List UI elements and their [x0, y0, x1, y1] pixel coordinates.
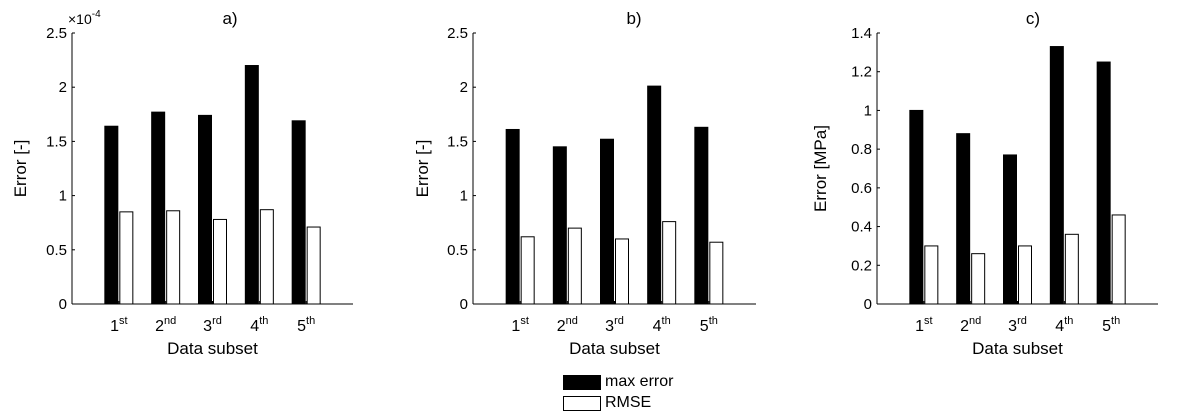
y-tick-label: 0.5 — [447, 242, 468, 259]
x-tick-label: 4th — [1055, 315, 1073, 335]
bar-rmse — [1111, 214, 1126, 305]
bar-rmse — [520, 236, 535, 305]
x-tick-label: 5th — [1102, 315, 1120, 335]
legend-entry-max-error: max error — [563, 372, 673, 392]
y-tick-label: 0.8 — [851, 141, 872, 158]
bar-max-error — [647, 85, 662, 305]
y-tick-label: 1 — [460, 188, 468, 205]
x-tick-label: 5th — [297, 315, 315, 335]
bar-max-error — [552, 146, 567, 305]
x-axis-label: Data subset — [167, 339, 258, 358]
x-tick-label: 3rd — [203, 315, 222, 335]
legend-swatch-rmse — [563, 395, 601, 411]
bar-rmse — [259, 209, 274, 305]
bar-max-error — [1049, 46, 1064, 305]
x-tick-label: 4th — [653, 315, 671, 335]
chart-title: c) — [1026, 9, 1040, 28]
x-tick-label: 3rd — [605, 315, 624, 335]
bar-max-error — [151, 111, 166, 305]
bar-rmse — [567, 227, 582, 305]
bar-rmse — [615, 238, 629, 305]
x-tick-label: 1st — [511, 315, 528, 335]
bar-max-error — [1096, 61, 1111, 305]
chart-title: a) — [222, 9, 237, 28]
x-axis-label: Data subset — [569, 339, 660, 358]
y-tick-label: 0.6 — [851, 180, 872, 197]
y-tick-label: 0.2 — [851, 257, 872, 274]
y-tick-label: 0.5 — [46, 242, 67, 259]
x-tick-label: 1st — [915, 315, 932, 335]
chart-title: b) — [626, 9, 641, 28]
bar-max-error — [198, 114, 212, 305]
bar-max-error — [1003, 154, 1017, 305]
x-tick-label: 1st — [110, 315, 127, 335]
panel-c: 0 0.2 0.4 0.6 0.8 1 1.2 1.4 1st 2nd 3rd 4th 5th Data … — [811, 9, 1158, 358]
legend-label-max-error: max error — [605, 373, 674, 390]
legend-label-rmse: RMSE — [605, 394, 652, 411]
bar-max-error — [291, 120, 306, 305]
x-tick-label: 3rd — [1008, 315, 1027, 335]
bar-rmse — [924, 245, 939, 305]
y-axis-label: Error [-] — [413, 140, 432, 198]
y-tick-label: 1 — [864, 102, 872, 119]
bar-max-error — [694, 126, 709, 305]
bar-rmse — [166, 210, 181, 305]
bar-rmse — [119, 211, 134, 305]
bar-rmse — [709, 241, 724, 305]
y-tick-label: 2 — [59, 79, 67, 96]
bar-max-error — [244, 65, 259, 305]
bar-max-error — [505, 128, 520, 305]
y-tick-label: 1.2 — [851, 64, 872, 81]
y-tick-label: 1.5 — [46, 133, 67, 150]
y-tick-label: 0 — [864, 296, 872, 313]
y-axis-label: Error [-] — [11, 140, 30, 198]
legend-swatch-max-error — [563, 374, 601, 390]
y-tick-label: 1.5 — [447, 133, 468, 150]
bar-max-error — [909, 109, 924, 305]
y-tick-label: 2.5 — [46, 25, 67, 42]
x-tick-label: 4th — [250, 315, 268, 335]
x-tick-label: 5th — [700, 315, 718, 335]
panel-a: 0 0.5 1 1.5 2 2.5 1st 2nd 3rd 4th 5th Data subset Er… — [11, 9, 353, 358]
y-tick-label: 2.5 — [447, 25, 468, 42]
y-tick-label: 0 — [59, 296, 67, 313]
x-axis-label: Data subset — [972, 339, 1063, 358]
bar-max-error — [104, 125, 119, 305]
bar-max-error — [600, 138, 614, 305]
bar-rmse — [971, 253, 986, 305]
legend-entry-rmse: RMSE — [563, 393, 651, 413]
bar-rmse — [306, 226, 321, 305]
x-tick-label: 2nd — [557, 315, 578, 335]
y-tick-label: 0 — [460, 296, 468, 313]
bar-rmse — [213, 218, 227, 305]
y-tick-label: 0.4 — [851, 219, 872, 236]
figure: 0 0.5 1 1.5 2 2.5 1st 2nd 3rd 4th 5th Data subset Er… — [11, 9, 1158, 358]
bar-rmse — [1018, 245, 1032, 305]
y-tick-label: 1.4 — [851, 25, 872, 42]
legend: max error RMSE — [563, 372, 693, 414]
y-exponent-label: ×10-4 — [68, 9, 101, 27]
panel-b: 0 0.5 1 1.5 2 2.5 1st 2nd 3rd 4th 5th Data subset Er… — [413, 9, 756, 358]
x-tick-label: 2nd — [960, 315, 981, 335]
bar-max-error — [956, 133, 971, 305]
y-tick-label: 1 — [59, 188, 67, 205]
bar-rmse — [662, 221, 677, 305]
x-tick-label: 2nd — [155, 315, 176, 335]
bar-rmse — [1064, 233, 1079, 305]
y-axis-label: Error [MPa] — [811, 125, 830, 212]
y-tick-label: 2 — [460, 79, 468, 96]
